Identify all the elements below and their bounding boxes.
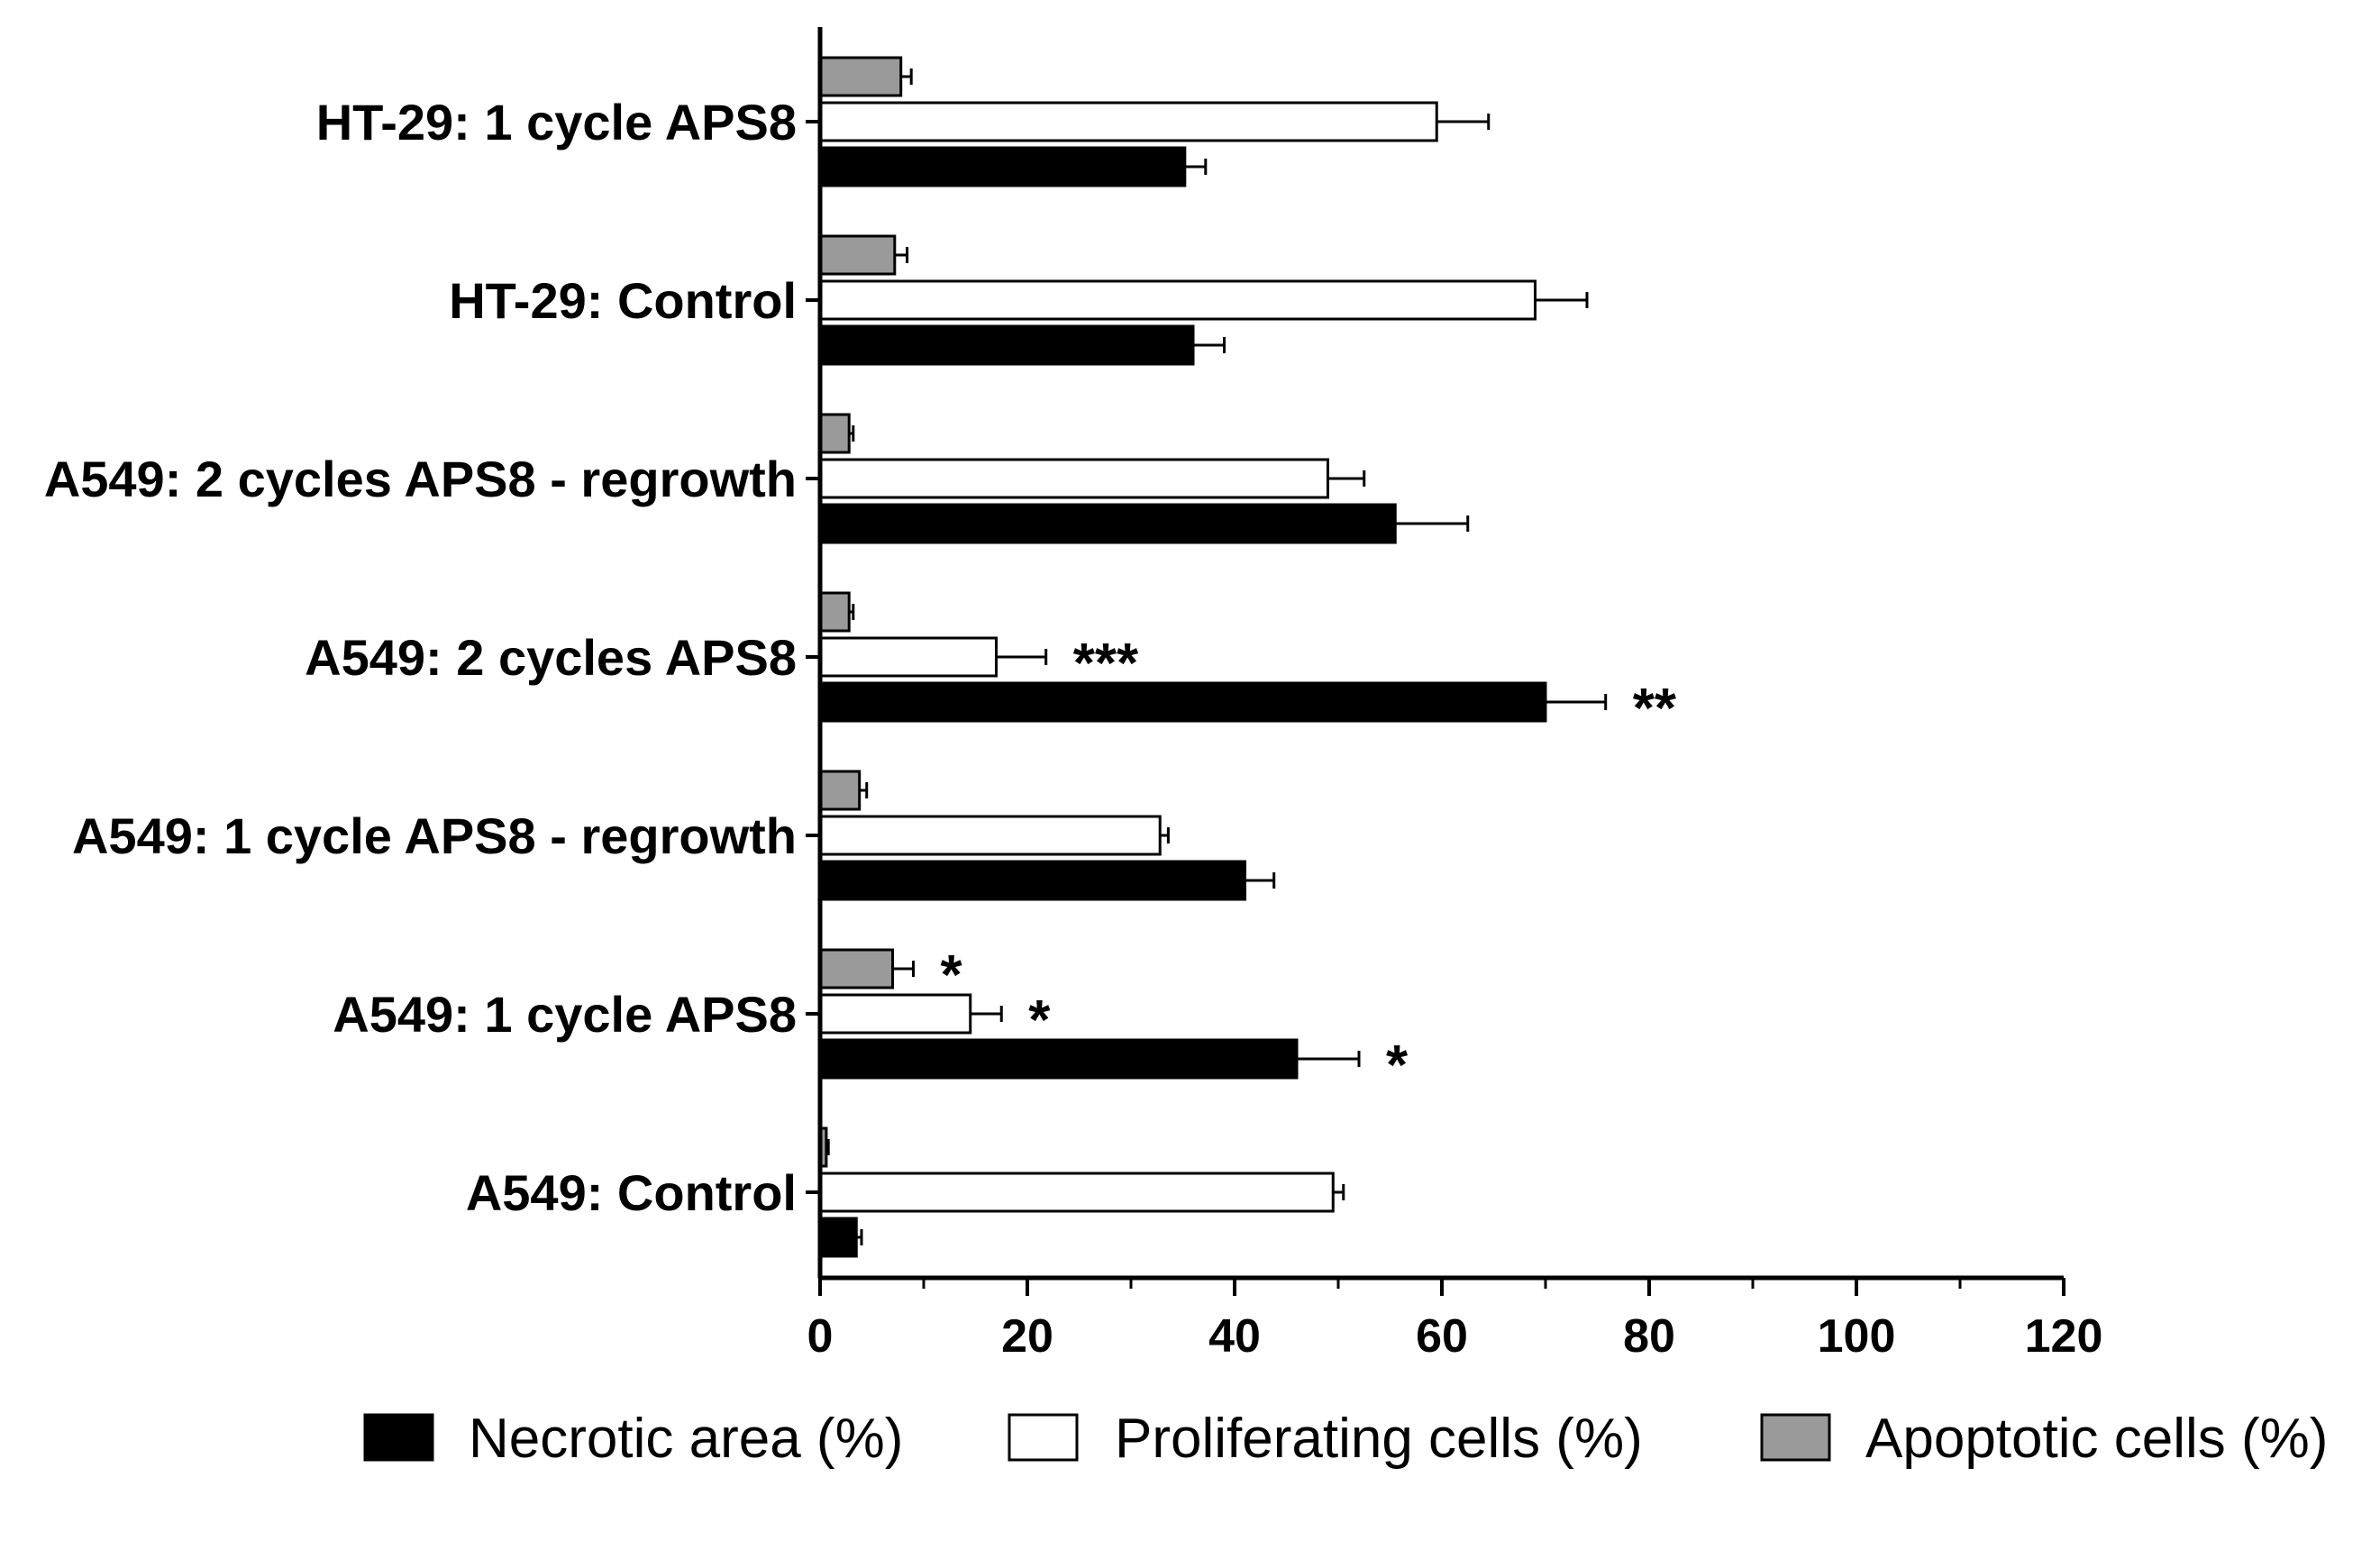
bar-proliferating-cells-a549-2-cycles-aps8 xyxy=(818,636,998,678)
category-label-a549-control: A549: Control xyxy=(466,1164,797,1221)
category-label-a549-2-cycles-aps8: A549: 2 cycles APS8 xyxy=(305,629,797,686)
significance-necrotic-area-a549-2-cycles-aps8: ** xyxy=(1633,678,1677,740)
bar-necrotic-area-a549-2-cycles-aps8-regrowth xyxy=(818,503,1397,544)
category-label-a549-2-cycles-aps8-regrowth: A549: 2 cycles APS8 - regrowth xyxy=(44,451,797,507)
bar-apoptotic-cells-ht-29-1-cycle-aps8 xyxy=(818,56,903,97)
legend: Necrotic area (%) Proliferating cells (%)… xyxy=(363,1408,2328,1470)
x-tick-label-100: 100 xyxy=(1818,1310,1896,1363)
legend-swatch-necrotic-area xyxy=(363,1413,434,1462)
category-label-ht-29-1-cycle-aps8: HT-29: 1 cycle APS8 xyxy=(316,94,797,150)
bar-proliferating-cells-a549-1-cycle-aps8 xyxy=(818,993,972,1035)
legend-label-apoptotic-cells: Apoptotic cells (%) xyxy=(1865,1408,2328,1470)
bar-necrotic-area-ht-29-control xyxy=(818,324,1195,366)
x-tick-label-0: 0 xyxy=(807,1310,834,1363)
category-label-a549-1-cycle-aps8-regrowth: A549: 1 cycle APS8 - regrowth xyxy=(72,807,797,864)
bar-proliferating-cells-ht-29-control xyxy=(818,279,1537,321)
legend-label-necrotic-area: Necrotic area (%) xyxy=(469,1408,903,1470)
x-tick-label-20: 20 xyxy=(1001,1310,1053,1363)
x-tick-label-120: 120 xyxy=(2025,1310,2103,1363)
bar-apoptotic-cells-ht-29-control xyxy=(818,234,897,276)
bar-necrotic-area-a549-control xyxy=(818,1217,858,1258)
x-tick-label-40: 40 xyxy=(1208,1310,1261,1363)
x-tick-label-80: 80 xyxy=(1623,1310,1675,1363)
bar-proliferating-cells-a549-2-cycles-aps8-regrowth xyxy=(818,458,1329,499)
bar-proliferating-cells-a549-1-cycle-aps8-regrowth xyxy=(818,815,1162,856)
category-label-ht-29-control: HT-29: Control xyxy=(449,272,797,329)
axes: A549: Control A549: 1 cycle APS8 A549: 1 c… xyxy=(44,27,2103,1363)
legend-swatch-apoptotic-cells xyxy=(1760,1413,1831,1462)
plot-area: ******** xyxy=(818,56,1677,1258)
legend-label-proliferating-cells: Proliferating cells (%) xyxy=(1115,1408,1643,1470)
category-label-a549-1-cycle-aps8: A549: 1 cycle APS8 xyxy=(333,986,797,1043)
x-tick-label-60: 60 xyxy=(1416,1310,1468,1363)
bar-apoptotic-cells-a549-2-cycles-aps8-regrowth xyxy=(818,413,851,454)
bar-apoptotic-cells-a549-2-cycles-aps8 xyxy=(818,591,851,633)
bar-apoptotic-cells-a549-1-cycle-aps8 xyxy=(818,948,894,989)
bar-necrotic-area-a549-1-cycle-aps8-regrowth xyxy=(818,860,1246,901)
legend-swatch-proliferating-cells xyxy=(1008,1413,1079,1462)
bar-apoptotic-cells-a549-1-cycle-aps8-regrowth xyxy=(818,770,862,811)
bar-necrotic-area-a549-1-cycle-aps8 xyxy=(818,1038,1299,1080)
bar-proliferating-cells-ht-29-1-cycle-aps8 xyxy=(818,101,1438,142)
bar-necrotic-area-ht-29-1-cycle-aps8 xyxy=(818,146,1187,187)
bar-necrotic-area-a549-2-cycles-aps8 xyxy=(818,681,1547,723)
bar-proliferating-cells-a549-control xyxy=(818,1172,1335,1213)
significance-necrotic-area-a549-1-cycle-aps8: * xyxy=(1386,1035,1409,1097)
